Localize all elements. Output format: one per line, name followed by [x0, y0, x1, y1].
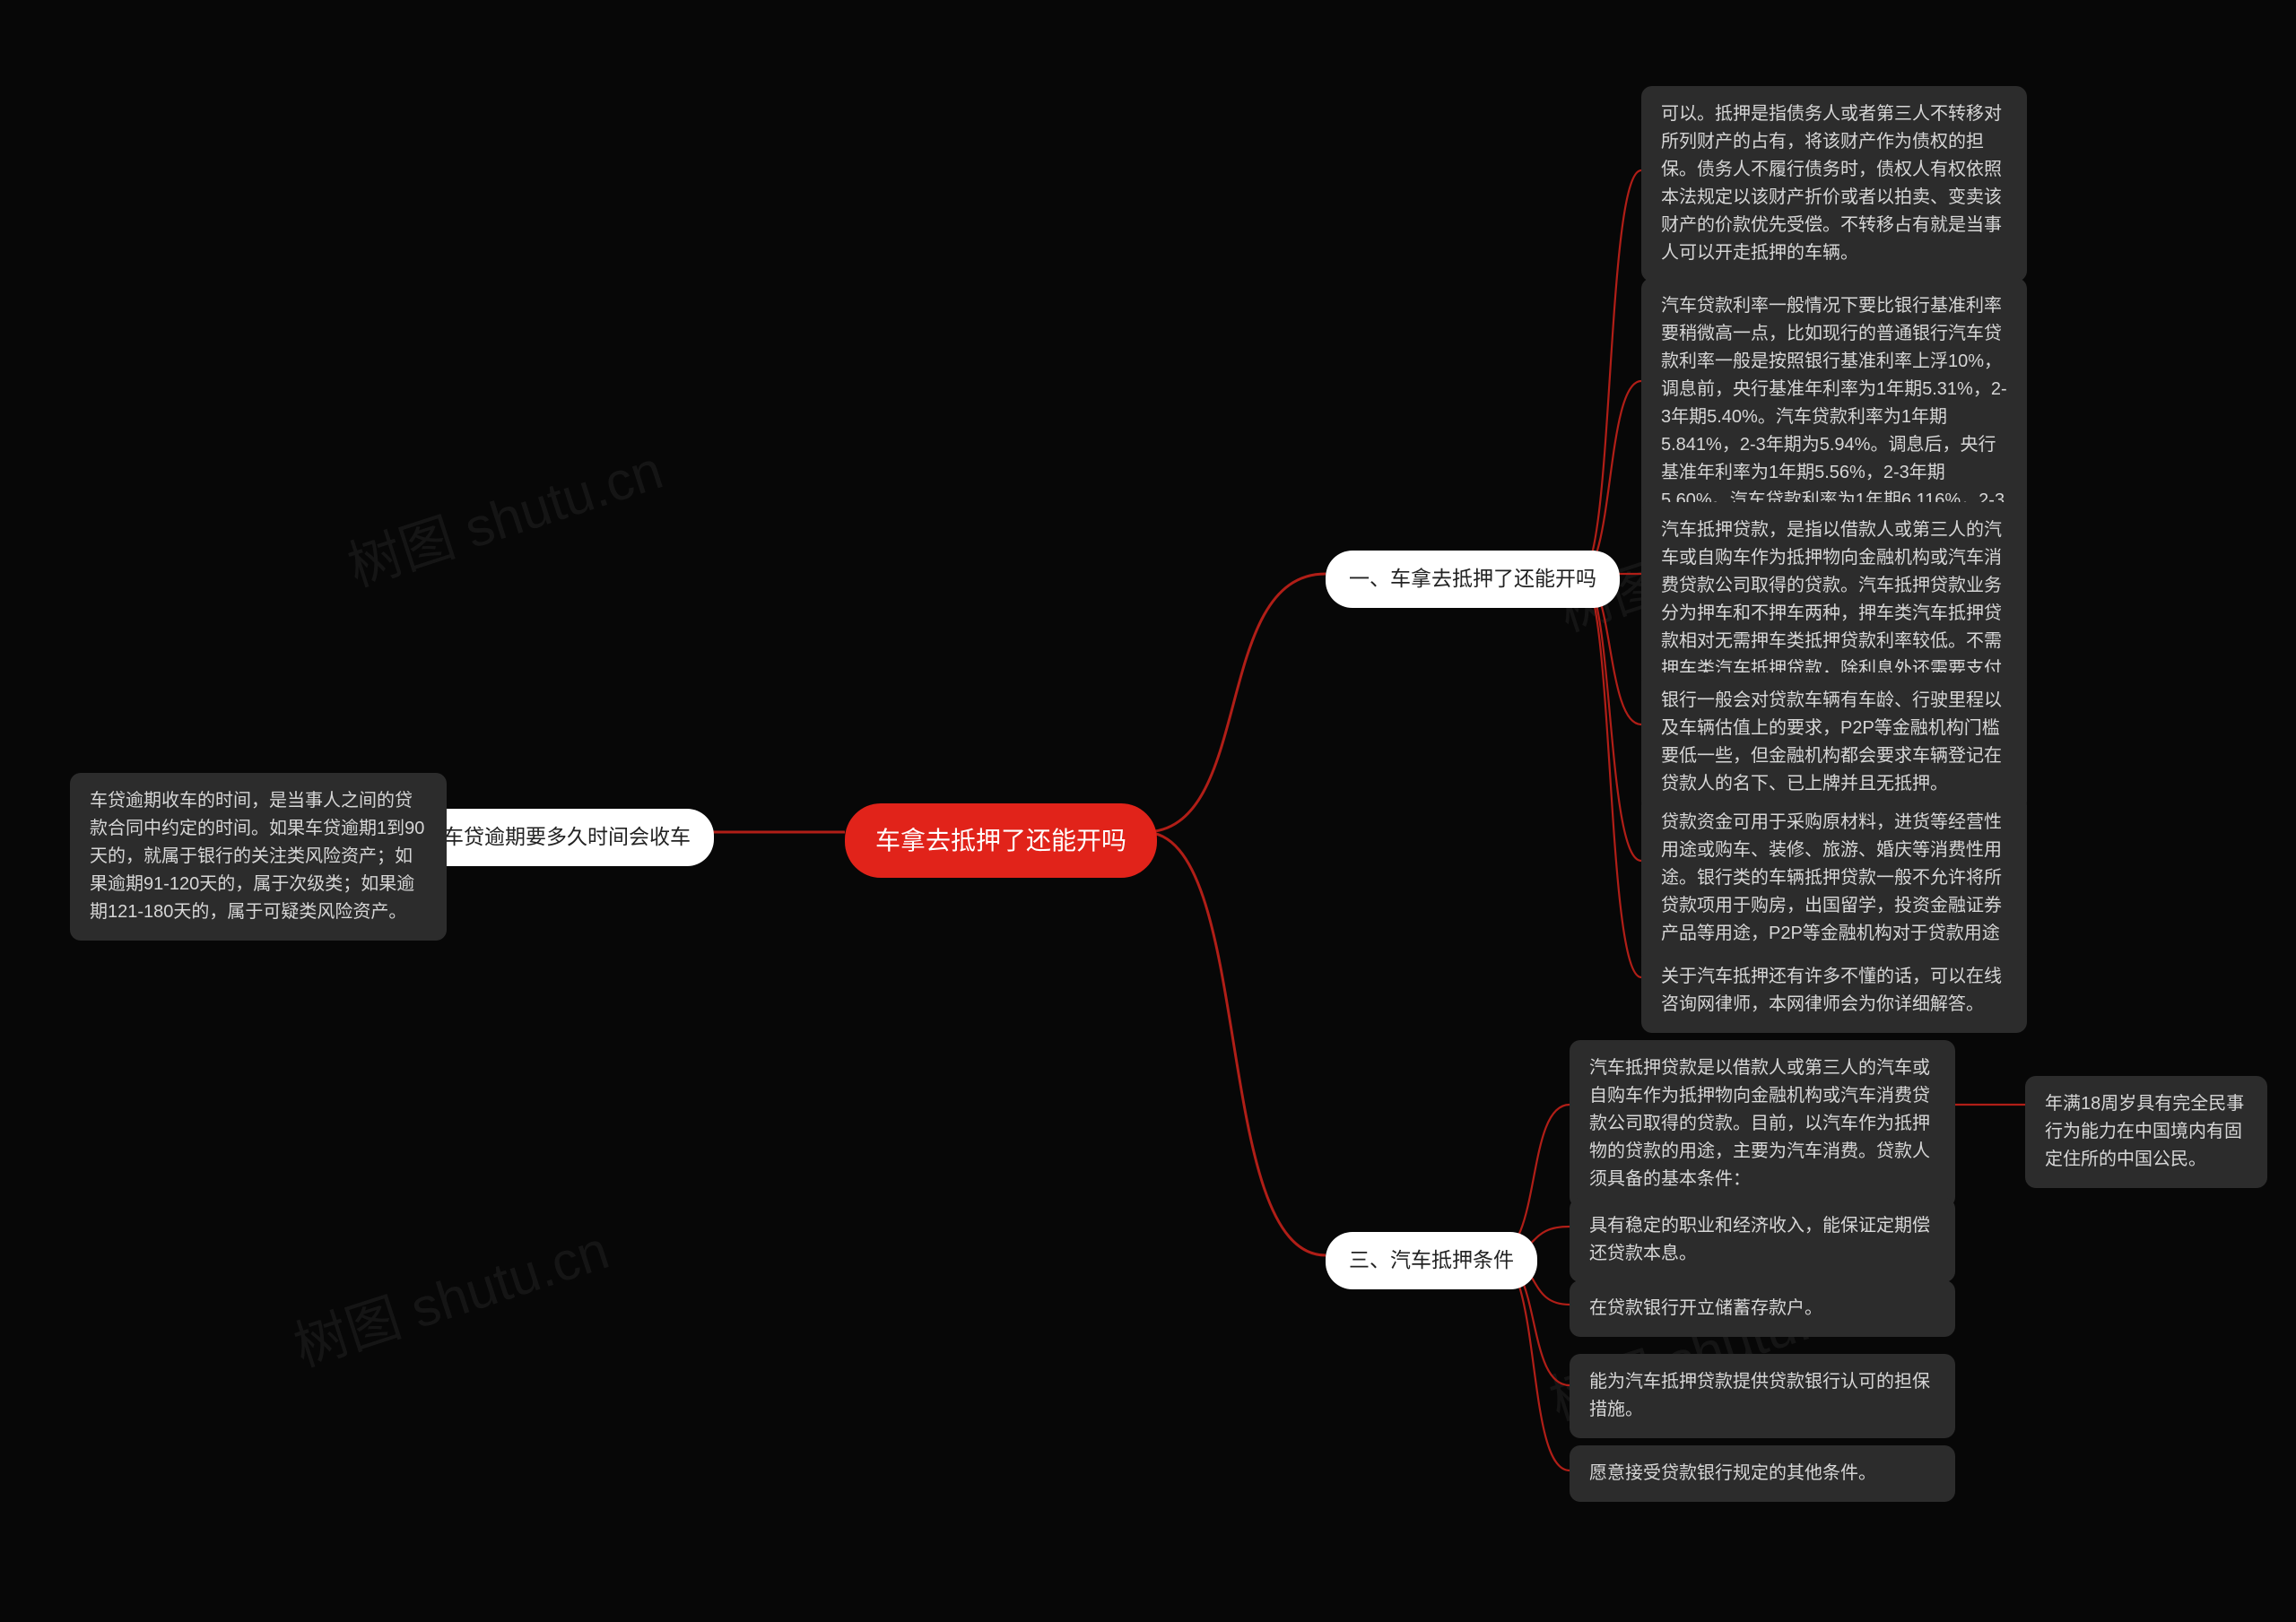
mindmap-canvas: 树图 shutu.cn 树图 shutu.cn 树图 shutu.cn 树图 s…	[0, 0, 2296, 1622]
leaf-node[interactable]: 银行一般会对贷款车辆有车龄、行驶里程以及车辆估值上的要求，P2P等金融机构门槛要…	[1641, 672, 2027, 812]
leaf-node[interactable]: 车贷逾期收车的时间，是当事人之间的贷款合同中约定的时间。如果车贷逾期1到90天的…	[70, 773, 447, 941]
leaf-node[interactable]: 具有稳定的职业和经济收入，能保证定期偿还贷款本息。	[1570, 1198, 1955, 1282]
branch-node-3[interactable]: 三、汽车抵押条件	[1326, 1232, 1537, 1289]
leaf-node[interactable]: 愿意接受贷款银行规定的其他条件。	[1570, 1445, 1955, 1502]
branch-node-1[interactable]: 一、车拿去抵押了还能开吗	[1326, 551, 1620, 608]
root-node[interactable]: 车拿去抵押了还能开吗	[845, 803, 1157, 878]
leaf-node[interactable]: 汽车抵押贷款是以借款人或第三人的汽车或自购车作为抵押物向金融机构或汽车消费贷款公…	[1570, 1040, 1955, 1208]
leaf-node[interactable]: 能为汽车抵押贷款提供贷款银行认可的担保措施。	[1570, 1354, 1955, 1438]
leaf-node[interactable]: 可以。抵押是指债务人或者第三人不转移对所列财产的占有，将该财产作为债权的担保。债…	[1641, 86, 2027, 282]
watermark: 树图 shutu.cn	[283, 1207, 617, 1382]
leaf-node[interactable]: 年满18周岁具有完全民事行为能力在中国境内有固定住所的中国公民。	[2025, 1076, 2267, 1188]
leaf-node[interactable]: 关于汽车抵押还有许多不懂的话，可以在线咨询网律师，本网律师会为你详细解答。	[1641, 949, 2027, 1033]
leaf-node[interactable]: 在贷款银行开立储蓄存款户。	[1570, 1280, 1955, 1337]
watermark: 树图 shutu.cn	[336, 427, 671, 602]
